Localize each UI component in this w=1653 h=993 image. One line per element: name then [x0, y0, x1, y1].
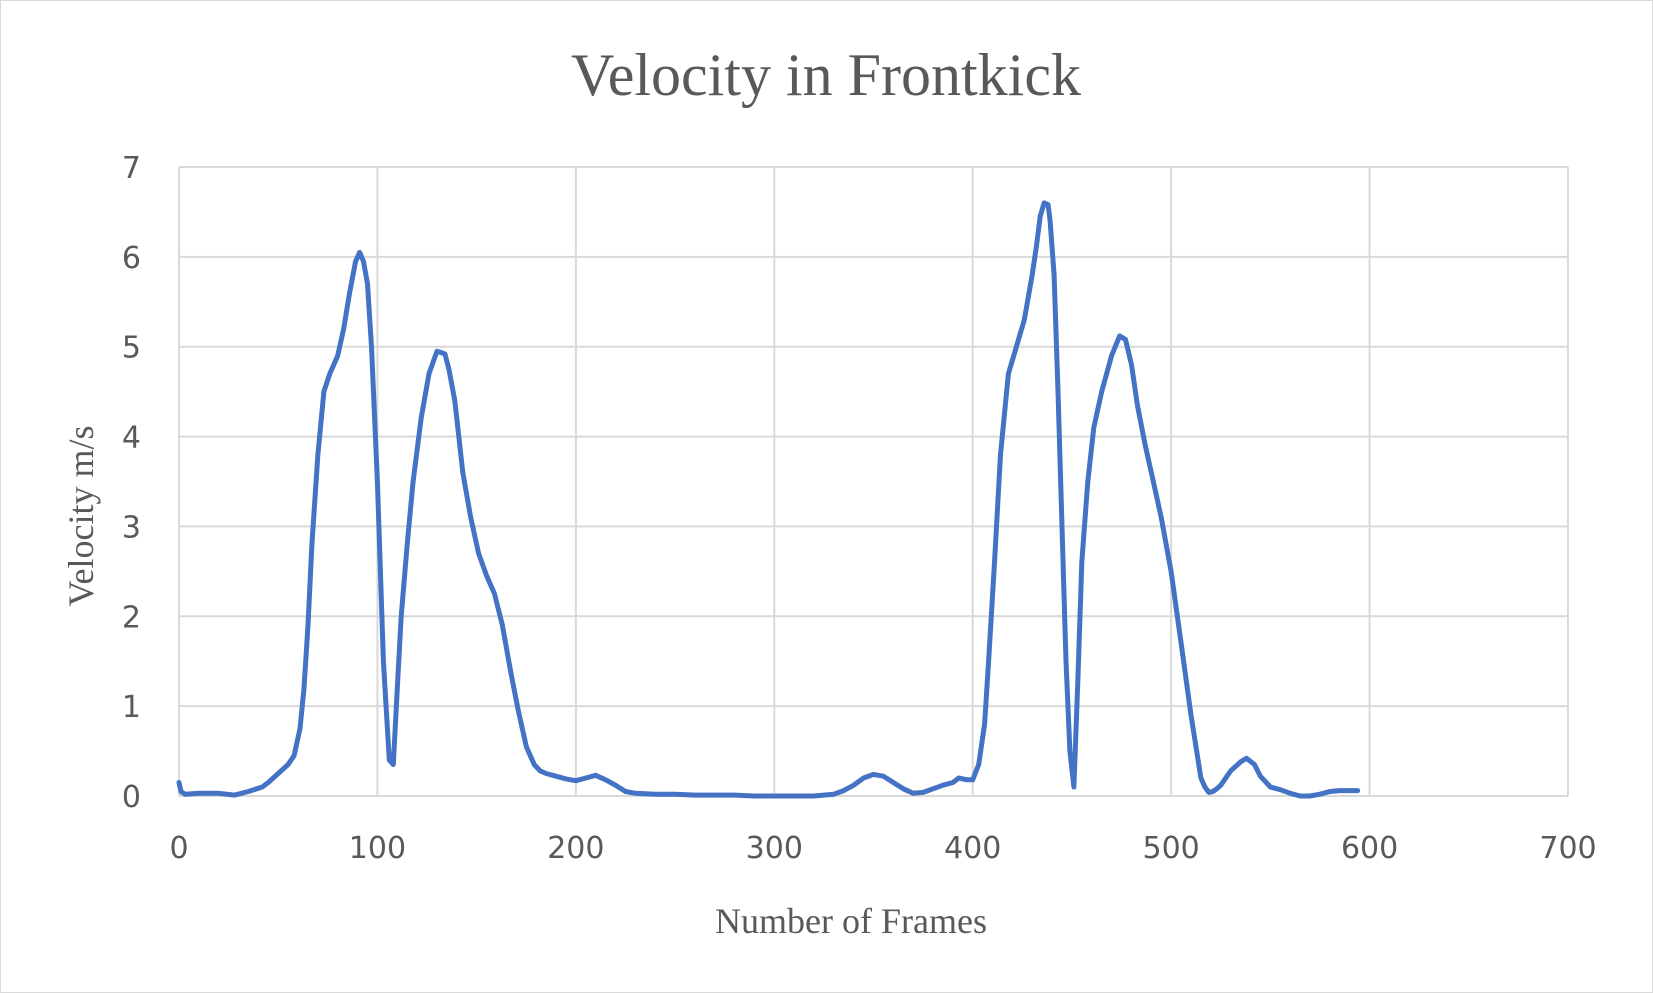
gridlines [178, 166, 1569, 797]
x-tick-label: 100 [349, 831, 406, 866]
y-tick-label: 7 [122, 151, 141, 186]
x-tick-label: 0 [169, 831, 188, 866]
series-line-velocity [176, 200, 1361, 799]
y-axis-title: Velocity m/s [61, 426, 101, 607]
y-tick-label: 3 [122, 510, 141, 545]
series-layer [176, 200, 1361, 799]
x-tick-label: 400 [944, 831, 1001, 866]
x-axis-title: Number of Frames [715, 901, 987, 941]
y-tick-label: 1 [122, 690, 141, 725]
x-tick-label: 200 [547, 831, 604, 866]
x-tick-label: 300 [746, 831, 803, 866]
y-tick-label: 5 [122, 331, 141, 366]
x-tick-label: 500 [1143, 831, 1200, 866]
chart-title: Velocity in Frontkick [571, 42, 1081, 108]
y-tick-label: 4 [122, 421, 141, 456]
y-tick-label: 2 [122, 600, 141, 635]
x-tick-label: 700 [1539, 831, 1596, 866]
x-tick-label: 600 [1341, 831, 1398, 866]
y-tick-label: 6 [122, 241, 141, 276]
tick-labels: 0 1 2 3 4 5 6 7 0 100 200 300 400 500 600 700 [122, 151, 1597, 866]
y-tick-label: 0 [122, 780, 141, 815]
